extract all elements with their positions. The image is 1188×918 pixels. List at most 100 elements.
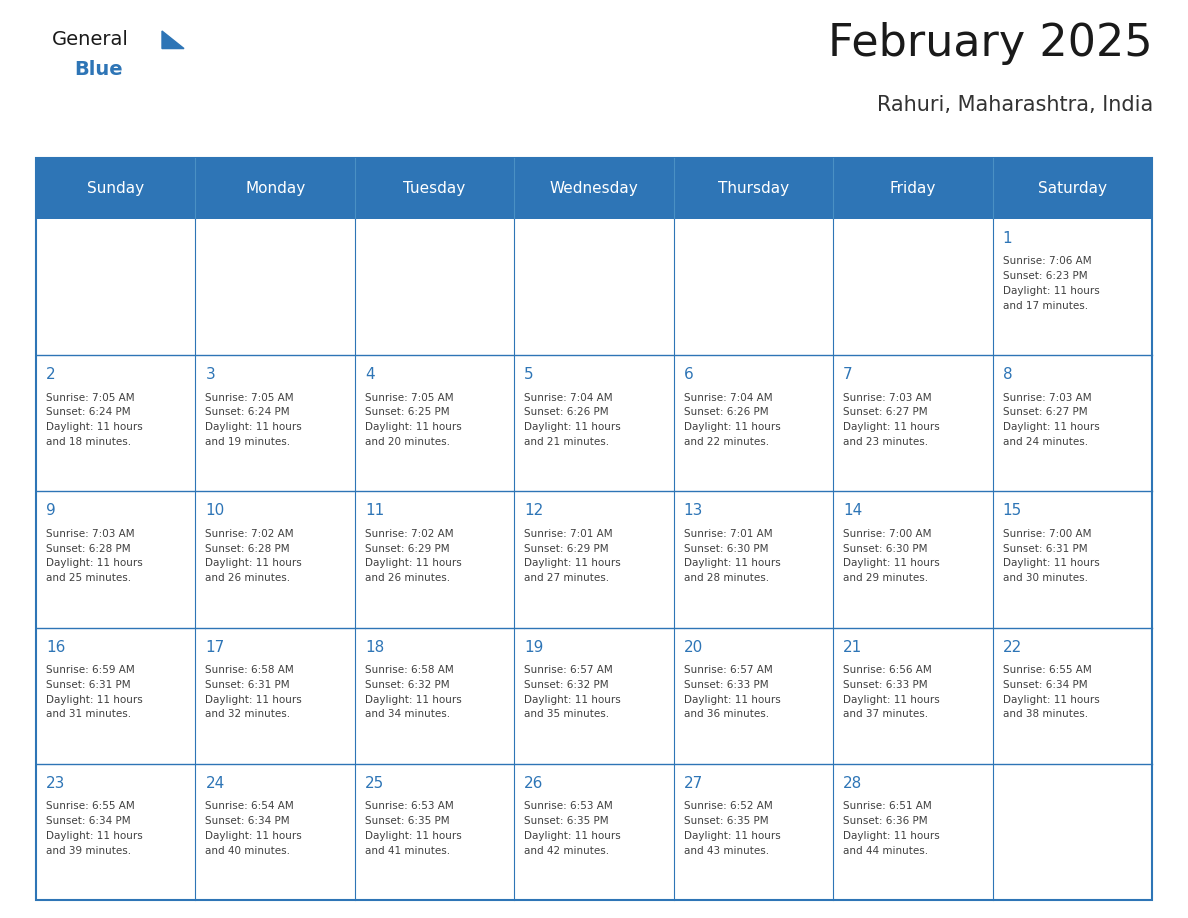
- Text: and 37 minutes.: and 37 minutes.: [843, 710, 928, 720]
- Text: February 2025: February 2025: [828, 22, 1154, 65]
- Bar: [36, 158, 1152, 218]
- Text: Sunrise: 7:06 AM: Sunrise: 7:06 AM: [1003, 256, 1092, 266]
- Text: 1: 1: [1003, 230, 1012, 246]
- Text: Sunset: 6:33 PM: Sunset: 6:33 PM: [684, 680, 769, 689]
- Text: and 43 minutes.: and 43 minutes.: [684, 845, 769, 856]
- Text: and 28 minutes.: and 28 minutes.: [684, 573, 769, 583]
- Text: Sunset: 6:28 PM: Sunset: 6:28 PM: [46, 543, 131, 554]
- Text: and 41 minutes.: and 41 minutes.: [365, 845, 450, 856]
- Text: Monday: Monday: [245, 181, 305, 196]
- Polygon shape: [162, 31, 184, 49]
- Text: 26: 26: [524, 776, 544, 790]
- Text: 10: 10: [206, 503, 225, 519]
- Text: Sunset: 6:23 PM: Sunset: 6:23 PM: [1003, 271, 1087, 281]
- Text: 7: 7: [843, 367, 853, 382]
- Text: Blue: Blue: [74, 60, 122, 79]
- Text: 6: 6: [684, 367, 694, 382]
- Text: and 19 minutes.: and 19 minutes.: [206, 437, 291, 447]
- Text: 15: 15: [1003, 503, 1022, 519]
- Text: Daylight: 11 hours: Daylight: 11 hours: [843, 695, 940, 705]
- Text: Sunset: 6:27 PM: Sunset: 6:27 PM: [1003, 408, 1087, 418]
- Text: Sunday: Sunday: [87, 181, 144, 196]
- Text: Daylight: 11 hours: Daylight: 11 hours: [206, 695, 302, 705]
- Text: Sunrise: 6:57 AM: Sunrise: 6:57 AM: [684, 665, 772, 675]
- Text: Sunrise: 6:51 AM: Sunrise: 6:51 AM: [843, 801, 931, 812]
- Text: Sunrise: 7:01 AM: Sunrise: 7:01 AM: [524, 529, 613, 539]
- Text: 17: 17: [206, 640, 225, 655]
- Text: Daylight: 11 hours: Daylight: 11 hours: [524, 695, 621, 705]
- Text: Sunrise: 7:00 AM: Sunrise: 7:00 AM: [843, 529, 931, 539]
- Text: and 17 minutes.: and 17 minutes.: [1003, 301, 1088, 311]
- Text: Daylight: 11 hours: Daylight: 11 hours: [684, 558, 781, 568]
- Text: Daylight: 11 hours: Daylight: 11 hours: [1003, 285, 1099, 296]
- Text: Daylight: 11 hours: Daylight: 11 hours: [524, 422, 621, 432]
- Text: Thursday: Thursday: [718, 181, 789, 196]
- Text: 16: 16: [46, 640, 65, 655]
- Text: Daylight: 11 hours: Daylight: 11 hours: [206, 422, 302, 432]
- Text: Sunrise: 6:58 AM: Sunrise: 6:58 AM: [206, 665, 295, 675]
- Text: 14: 14: [843, 503, 862, 519]
- Text: Sunset: 6:36 PM: Sunset: 6:36 PM: [843, 816, 928, 826]
- Text: 20: 20: [684, 640, 703, 655]
- Text: Sunset: 6:33 PM: Sunset: 6:33 PM: [843, 680, 928, 689]
- Text: Daylight: 11 hours: Daylight: 11 hours: [524, 831, 621, 841]
- Text: Sunrise: 6:56 AM: Sunrise: 6:56 AM: [843, 665, 931, 675]
- Text: Daylight: 11 hours: Daylight: 11 hours: [684, 422, 781, 432]
- Text: Sunset: 6:29 PM: Sunset: 6:29 PM: [365, 543, 449, 554]
- Text: Daylight: 11 hours: Daylight: 11 hours: [206, 831, 302, 841]
- Text: 27: 27: [684, 776, 703, 790]
- Text: and 36 minutes.: and 36 minutes.: [684, 710, 769, 720]
- Text: and 20 minutes.: and 20 minutes.: [365, 437, 450, 447]
- Text: Sunrise: 6:55 AM: Sunrise: 6:55 AM: [46, 801, 134, 812]
- Text: Daylight: 11 hours: Daylight: 11 hours: [46, 831, 143, 841]
- Text: 21: 21: [843, 640, 862, 655]
- Text: Sunrise: 6:53 AM: Sunrise: 6:53 AM: [365, 801, 454, 812]
- Text: Sunset: 6:25 PM: Sunset: 6:25 PM: [365, 408, 449, 418]
- Text: and 18 minutes.: and 18 minutes.: [46, 437, 131, 447]
- Text: and 27 minutes.: and 27 minutes.: [524, 573, 609, 583]
- Text: Sunset: 6:35 PM: Sunset: 6:35 PM: [524, 816, 609, 826]
- Text: Sunset: 6:26 PM: Sunset: 6:26 PM: [524, 408, 609, 418]
- Text: Sunrise: 7:02 AM: Sunrise: 7:02 AM: [365, 529, 454, 539]
- Text: and 32 minutes.: and 32 minutes.: [206, 710, 291, 720]
- Text: Rahuri, Maharashtra, India: Rahuri, Maharashtra, India: [877, 95, 1154, 115]
- Text: 28: 28: [843, 776, 862, 790]
- Text: Sunrise: 7:01 AM: Sunrise: 7:01 AM: [684, 529, 772, 539]
- Text: Sunset: 6:30 PM: Sunset: 6:30 PM: [684, 543, 769, 554]
- Text: Sunset: 6:35 PM: Sunset: 6:35 PM: [365, 816, 449, 826]
- Text: 22: 22: [1003, 640, 1022, 655]
- Text: 19: 19: [524, 640, 544, 655]
- Text: Sunset: 6:31 PM: Sunset: 6:31 PM: [206, 680, 290, 689]
- Text: and 44 minutes.: and 44 minutes.: [843, 845, 928, 856]
- Text: Sunrise: 6:54 AM: Sunrise: 6:54 AM: [206, 801, 295, 812]
- Text: and 35 minutes.: and 35 minutes.: [524, 710, 609, 720]
- Text: Sunset: 6:28 PM: Sunset: 6:28 PM: [206, 543, 290, 554]
- Text: Wednesday: Wednesday: [550, 181, 638, 196]
- Text: Sunrise: 6:55 AM: Sunrise: 6:55 AM: [1003, 665, 1092, 675]
- Text: and 42 minutes.: and 42 minutes.: [524, 845, 609, 856]
- Text: 13: 13: [684, 503, 703, 519]
- Text: Daylight: 11 hours: Daylight: 11 hours: [365, 695, 462, 705]
- Text: Sunset: 6:35 PM: Sunset: 6:35 PM: [684, 816, 769, 826]
- Text: Daylight: 11 hours: Daylight: 11 hours: [46, 558, 143, 568]
- Text: and 39 minutes.: and 39 minutes.: [46, 845, 131, 856]
- Text: Daylight: 11 hours: Daylight: 11 hours: [206, 558, 302, 568]
- Text: Sunrise: 7:05 AM: Sunrise: 7:05 AM: [206, 393, 295, 403]
- Text: Sunset: 6:31 PM: Sunset: 6:31 PM: [1003, 543, 1087, 554]
- Text: Daylight: 11 hours: Daylight: 11 hours: [524, 558, 621, 568]
- Text: Sunset: 6:32 PM: Sunset: 6:32 PM: [524, 680, 609, 689]
- Text: 25: 25: [365, 776, 384, 790]
- Text: and 25 minutes.: and 25 minutes.: [46, 573, 131, 583]
- Text: 8: 8: [1003, 367, 1012, 382]
- Text: Sunset: 6:34 PM: Sunset: 6:34 PM: [206, 816, 290, 826]
- Text: and 24 minutes.: and 24 minutes.: [1003, 437, 1088, 447]
- Text: Daylight: 11 hours: Daylight: 11 hours: [365, 422, 462, 432]
- Text: Sunrise: 7:05 AM: Sunrise: 7:05 AM: [46, 393, 134, 403]
- Text: Sunrise: 6:59 AM: Sunrise: 6:59 AM: [46, 665, 134, 675]
- Text: Friday: Friday: [890, 181, 936, 196]
- Text: 12: 12: [524, 503, 544, 519]
- Text: Daylight: 11 hours: Daylight: 11 hours: [684, 831, 781, 841]
- Text: and 29 minutes.: and 29 minutes.: [843, 573, 928, 583]
- Text: 4: 4: [365, 367, 374, 382]
- Text: and 26 minutes.: and 26 minutes.: [365, 573, 450, 583]
